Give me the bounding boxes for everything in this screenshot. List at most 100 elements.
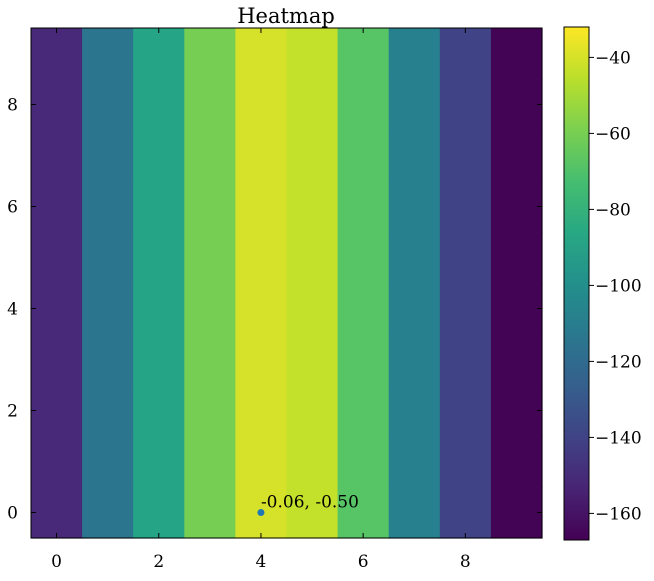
heatmap-cell [388, 334, 441, 386]
x-tick-label: 0 [51, 552, 62, 572]
heatmap-cell [133, 283, 185, 335]
heatmap-cell [286, 130, 339, 182]
colorbar-tick-label: −120 [595, 352, 642, 372]
heatmap-cell [82, 334, 134, 386]
heatmap-cell [82, 79, 134, 131]
plot-frame [30, 27, 543, 539]
heatmap-cell [439, 436, 492, 488]
heatmap-cell [439, 385, 492, 437]
heatmap-cell [490, 79, 543, 131]
colorbar-tick-label: −80 [595, 200, 631, 220]
heatmap-cell [388, 79, 441, 131]
heatmap-cell [490, 436, 543, 488]
heatmap-cell [31, 181, 83, 233]
heatmap-cell [286, 28, 339, 80]
heatmap-cell [388, 385, 441, 437]
heatmap-cell [184, 232, 236, 284]
heatmap-cell [31, 79, 83, 131]
heatmap-cell [439, 28, 492, 80]
heatmap-cell [82, 487, 134, 539]
y-tick-label: 8 [7, 96, 18, 116]
y-axis: 0 2 4 6 8 [7, 96, 542, 524]
heatmap-cell [133, 487, 185, 539]
heatmap-cell [235, 334, 288, 386]
heatmap-cell [490, 28, 543, 80]
heatmap-cell [235, 283, 288, 335]
heatmap-cell [490, 334, 543, 386]
heatmap-cell [235, 385, 288, 437]
heatmap-cells [31, 28, 543, 539]
heatmap-cell [490, 232, 543, 284]
heatmap-cell [133, 130, 185, 182]
heatmap-cell [337, 283, 390, 335]
heatmap-cell [388, 487, 441, 539]
heatmap-cell [235, 28, 288, 80]
heatmap-cell [235, 79, 288, 131]
heatmap-cell [286, 385, 339, 437]
heatmap-cell [337, 28, 390, 80]
heatmap-cell [133, 28, 185, 80]
heatmap-cell [286, 232, 339, 284]
heatmap-cell [388, 436, 441, 488]
x-tick-label: 4 [256, 552, 267, 572]
x-tick-label: 6 [358, 552, 369, 572]
heatmap-cell [388, 28, 441, 80]
y-tick-label: 0 [7, 504, 18, 524]
heatmap-cell [235, 181, 288, 233]
colorbar-tick-label: −60 [595, 124, 631, 144]
heatmap-cell [337, 181, 390, 233]
heatmap-cell [337, 487, 390, 539]
heatmap-cell [82, 283, 134, 335]
heatmap-cell [439, 130, 492, 182]
colorbar-tick-label: −160 [595, 504, 642, 524]
heatmap-cell [337, 130, 390, 182]
heatmap-cell [184, 334, 236, 386]
heatmap-cell [133, 385, 185, 437]
heatmap-cell [31, 283, 83, 335]
heatmap-cell [439, 79, 492, 131]
y-tick-label: 4 [7, 300, 18, 320]
heatmap-cell [133, 181, 185, 233]
heatmap-cell [31, 28, 83, 80]
heatmap-cell [286, 487, 339, 539]
heatmap-cell [286, 181, 339, 233]
selected-point-marker [257, 509, 265, 516]
heatmap-cell [31, 487, 83, 539]
colorbar-tick-label: −40 [595, 48, 631, 68]
heatmap-cell [82, 436, 134, 488]
heatmap-cell [184, 79, 236, 131]
heatmap-cell [82, 385, 134, 437]
heatmap-cell [337, 385, 390, 437]
colorbar-tick-label: −100 [595, 276, 642, 296]
heatmap-cell [490, 130, 543, 182]
heatmap-cell [133, 79, 185, 131]
heatmap-cell [490, 181, 543, 233]
y-tick-label: 6 [7, 198, 18, 218]
heatmap-cell [439, 334, 492, 386]
heatmap-cell [184, 385, 236, 437]
heatmap-cell [490, 283, 543, 335]
heatmap-cell [235, 436, 288, 488]
heatmap-cell [490, 385, 543, 437]
heatmap-cell [133, 334, 185, 386]
heatmap-cell [337, 436, 390, 488]
heatmap-cell [184, 181, 236, 233]
heatmap-cell [133, 232, 185, 284]
heatmap-cell [31, 436, 83, 488]
heatmap-cell [31, 232, 83, 284]
heatmap-cell [31, 385, 83, 437]
x-tick-label: 8 [460, 552, 471, 572]
heatmap-cell [235, 232, 288, 284]
heatmap-cell [184, 28, 236, 80]
heatmap-cell [184, 283, 236, 335]
point-annotation: -0.06, -0.50 [261, 493, 359, 513]
heatmap-cell [286, 79, 339, 131]
heatmap-cell [235, 130, 288, 182]
heatmap-cell [184, 130, 236, 182]
heatmap-cell [31, 334, 83, 386]
x-axis: 0 2 4 6 8 [51, 28, 471, 572]
heatmap-cell [82, 181, 134, 233]
heatmap-cell [82, 232, 134, 284]
heatmap-cell [337, 334, 390, 386]
